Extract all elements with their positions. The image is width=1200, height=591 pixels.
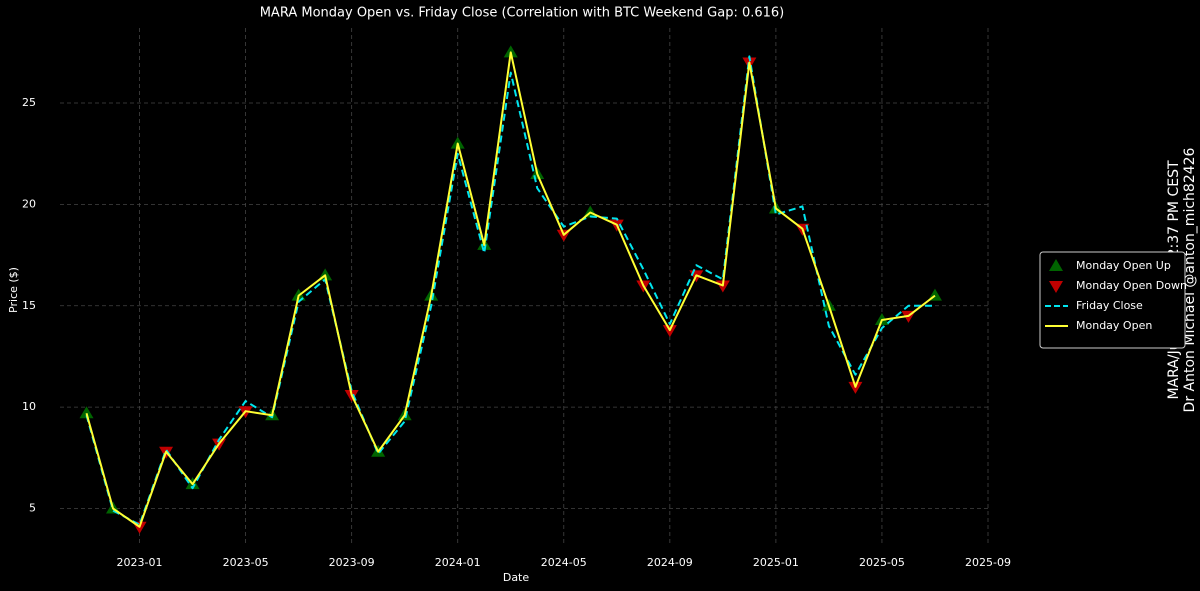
legend-marker: [1049, 281, 1063, 293]
series-line: [85, 51, 936, 528]
marker: [662, 325, 677, 338]
y-tick-label: 20: [22, 197, 36, 210]
x-axis-label: Date: [503, 571, 530, 584]
x-tick-label: 2024-05: [541, 556, 587, 569]
marker: [79, 406, 94, 419]
marker: [450, 136, 465, 149]
series-line: [85, 55, 935, 526]
x-tick-label: 2025-05: [859, 556, 905, 569]
x-tick-label: 2025-09: [965, 556, 1011, 569]
x-tick-label: 2023-09: [329, 556, 375, 569]
y-axis-label: Price ($): [7, 267, 20, 313]
legend-label: Monday Open Down: [1076, 279, 1187, 292]
y-tick-label: 10: [22, 400, 36, 413]
y-tick-label: 25: [22, 96, 36, 109]
y-tick-label: 15: [22, 299, 36, 312]
chart-title: MARA Monday Open vs. Friday Close (Corre…: [260, 6, 785, 21]
legend-label: Friday Close: [1076, 299, 1143, 312]
legend: Monday Open Up Monday Open Down Friday Clo…: [1039, 251, 1187, 349]
x-tick-label: 2024-01: [435, 556, 481, 569]
x-tick-label: 2025-01: [753, 556, 799, 569]
x-tick-label: 2023-01: [117, 556, 163, 569]
legend-label: Monday Open: [1076, 319, 1152, 332]
x-tick-label: 2023-05: [223, 556, 269, 569]
marker: [503, 45, 518, 58]
legend-marker: [1049, 259, 1063, 271]
legend-box: [1039, 251, 1186, 349]
y-tick-label: 5: [29, 502, 36, 515]
legend-label: Monday Open Up: [1076, 259, 1171, 272]
x-tick-label: 2024-09: [647, 556, 693, 569]
watermark-text: Dr Anton Michael @anton_mich82426: [1182, 147, 1198, 412]
